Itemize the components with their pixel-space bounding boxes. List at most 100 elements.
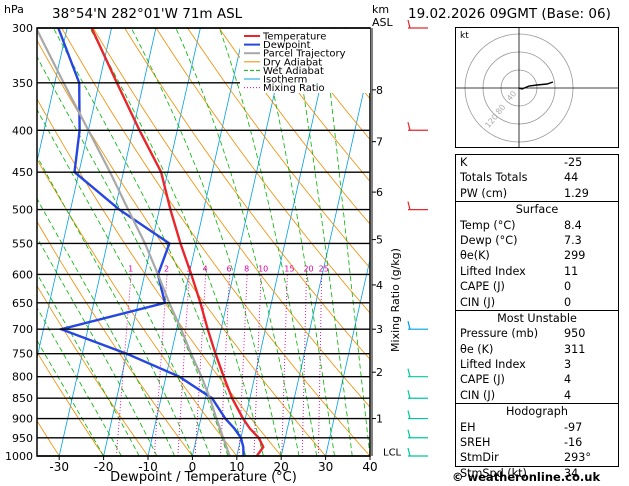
hodograph-section-title: Hodograph [456, 403, 618, 419]
index-value: -16 [564, 436, 583, 450]
wet-adiabat-line [37, 272, 140, 456]
x-tick-label: 30 [318, 460, 333, 474]
mixing-ratio-line [153, 274, 168, 456]
km-tick-label: 6 [376, 186, 383, 199]
hodograph-trace [518, 81, 554, 90]
km-tick-label: 5 [376, 234, 383, 247]
dry-adiabat-line [37, 351, 104, 456]
indices-table: K -25 Totals Totals 44 PW (cm) 1.29 Surface T… [455, 154, 619, 480]
hodograph-unit-label: kt [460, 31, 469, 41]
isotherm-line [147, 28, 246, 456]
x-tick-label: 10 [229, 460, 244, 474]
isotherm-line [37, 28, 112, 360]
wind-barb-flag [407, 447, 411, 457]
mixing-ratio-label: 8 [244, 264, 249, 273]
isotherm-line [37, 28, 68, 164]
index-label: StmSpd (kt) [460, 466, 527, 480]
x-tick-label: -20 [94, 460, 114, 474]
x-tick-label: 40 [362, 460, 377, 474]
temperature-line [90, 28, 265, 456]
index-row: StmSpd (kt) 34 [456, 466, 618, 481]
pressure-tick-label: 900 [12, 413, 33, 426]
mixing-ratio-line [194, 274, 207, 456]
legend-label: Isotherm [263, 75, 307, 86]
index-row: EH -97 [456, 420, 618, 435]
dry-adiabat-line [187, 28, 370, 269]
x-tick-label: 20 [274, 460, 289, 474]
isotherm-line [103, 28, 201, 456]
index-row: Lifted Index 3 [456, 357, 618, 372]
legend-label: Dewpoint [263, 40, 311, 51]
index-row: Pressure (mb) 950 [456, 326, 618, 341]
index-row: Totals Totals 44 [456, 170, 618, 185]
legend-label: Temperature [262, 32, 326, 43]
index-label: Totals Totals [460, 171, 528, 185]
index-label: Dewp (°C) [460, 233, 518, 247]
x-axis-title: Dewpoint / Temperature (°C) [110, 470, 297, 485]
index-value: 299 [564, 249, 586, 263]
pressure-tick-label: 850 [12, 392, 33, 405]
wind-barb-flag [407, 410, 411, 419]
hodograph-ring-label: 120 [483, 112, 500, 129]
legend-label: Dry Adiabat [263, 57, 322, 68]
wet-adiabat-line [89, 28, 264, 456]
pressure-tick-label: 800 [12, 371, 33, 384]
index-label: CAPE (J) [460, 373, 505, 387]
index-label: CIN (J) [460, 388, 496, 402]
mixing-ratio-line [219, 274, 230, 456]
pressure-tick-label: 450 [12, 166, 33, 179]
index-row: CAPE (J) 4 [456, 372, 618, 387]
dry-adiabat-line [37, 98, 282, 456]
isotherm-line [280, 61, 370, 456]
mixing-ratio-line [301, 274, 307, 456]
mixing-ratio-label: 1 [128, 264, 133, 273]
hodograph-ring-label: 80 [494, 103, 507, 117]
index-label: SREH [460, 436, 491, 450]
index-row: K -25 [456, 155, 618, 170]
x-tick-label: -30 [49, 460, 69, 474]
index-label: EH [460, 420, 476, 434]
index-value: -97 [564, 420, 583, 434]
km-unit-label: km [372, 3, 389, 16]
mixing-ratio-label: 20 [303, 264, 313, 273]
isotherm-line [192, 28, 290, 456]
index-value: -25 [564, 156, 583, 169]
pressure-tick-label: 400 [12, 124, 33, 137]
lcl-label: LCL [383, 448, 402, 459]
km-tick-label: 7 [376, 136, 383, 149]
isotherm-line [58, 28, 157, 456]
index-value: 4 [564, 388, 572, 402]
index-value: 7.3 [564, 233, 582, 247]
legend-label: Parcel Trajectory [263, 49, 346, 60]
index-value: 44 [564, 171, 579, 185]
index-row: PW (cm) 1.29 [456, 186, 618, 201]
wind-barb-flag [407, 390, 411, 399]
pressure-tick-label: 550 [12, 237, 33, 250]
wind-barb-flag [407, 368, 411, 377]
dry-adiabat-line [218, 28, 370, 225]
index-label: CIN (J) [460, 295, 496, 309]
pressure-tick-label: 650 [12, 297, 33, 310]
wet-adiabat-line [37, 108, 211, 456]
index-value: 293° [564, 451, 591, 465]
index-value: 0 [564, 295, 572, 309]
km-tick-label: 3 [376, 323, 383, 336]
mixing-ratio-line [253, 274, 262, 456]
index-label: θe (K) [460, 342, 494, 356]
index-value: 8.4 [564, 218, 582, 232]
index-label: Lifted Index [460, 264, 526, 278]
legend-label: Mixing Ratio [263, 83, 325, 94]
mixing-ratio-label: 25 [319, 264, 329, 273]
index-row: CIN (J) 0 [456, 295, 618, 310]
index-label: Temp (°C) [460, 218, 516, 232]
index-label: CAPE (J) [460, 280, 505, 294]
mixing-ratio-line [317, 274, 323, 456]
wet-adiabat-line [53, 28, 247, 456]
km-tick-label: 1 [376, 413, 383, 426]
mixing-ratio-axis-title: Mixing Ratio (g/kg) [389, 248, 402, 352]
index-value: 311 [564, 342, 586, 356]
wind-barb-flag [407, 19, 411, 29]
wet-adiabat-line [37, 236, 158, 456]
pressure-tick-label: 500 [12, 204, 33, 217]
isotherm-line [369, 454, 370, 456]
